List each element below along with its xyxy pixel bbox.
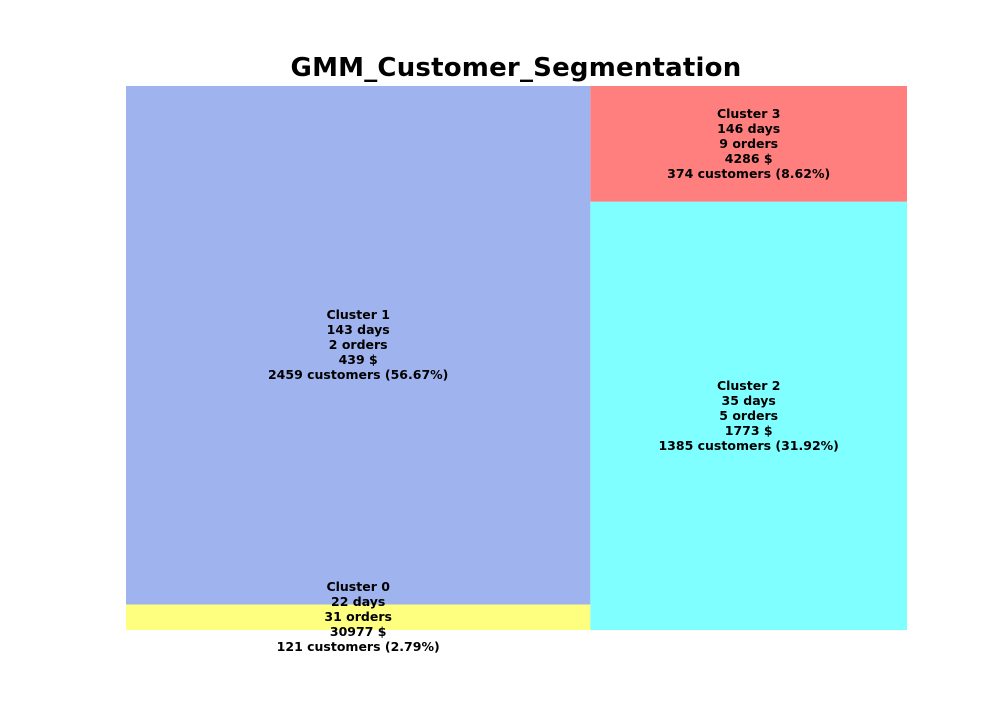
tile-cluster-1 — [126, 86, 591, 605]
label-line: Cluster 0 — [326, 579, 390, 594]
label-line: 143 days — [327, 322, 390, 337]
label-line: 31 orders — [324, 609, 392, 624]
label-line: Cluster 1 — [326, 307, 389, 322]
label-line: Cluster 3 — [717, 106, 780, 121]
label-line: 146 days — [717, 121, 780, 136]
label-cluster-2: Cluster 2 35 days 5 orders 1773 $1385 custo… — [658, 378, 838, 453]
chart-title: GMM_Customer_Segmentation — [290, 53, 742, 83]
treemap-labels: Cluster 0 22 days 31 orders 30977 $121 cust… — [268, 106, 839, 654]
label-line: 374 customers (8.62%) — [667, 166, 830, 181]
label-line: 1773 $ — [725, 423, 773, 438]
label-cluster-3: Cluster 3 146 days 9 orders 4286 $374 custo… — [667, 106, 830, 181]
label-line: Cluster 2 — [717, 378, 780, 393]
label-line: 2459 customers (56.67%) — [268, 367, 448, 382]
label-line: 9 orders — [719, 136, 778, 151]
label-line: 22 days — [331, 594, 385, 609]
label-line: 35 days — [722, 393, 776, 408]
label-line: 2 orders — [329, 337, 388, 352]
label-cluster-0: Cluster 0 22 days 31 orders 30977 $121 cust… — [277, 579, 440, 654]
label-line: 1385 customers (31.92%) — [658, 438, 838, 453]
label-line: 121 customers (2.79%) — [277, 639, 440, 654]
tile-cluster-2 — [590, 201, 907, 631]
label-line: 439 $ — [339, 352, 378, 367]
treemap-tiles — [126, 86, 907, 631]
tile-cluster-0 — [126, 604, 591, 630]
label-line: 30977 $ — [330, 624, 387, 639]
label-line: 4286 $ — [725, 151, 773, 166]
label-cluster-1: Cluster 1 143 days 2 orders 439 $2459 custo… — [268, 307, 448, 382]
label-line: 5 orders — [719, 408, 778, 423]
tile-cluster-3 — [590, 86, 907, 202]
